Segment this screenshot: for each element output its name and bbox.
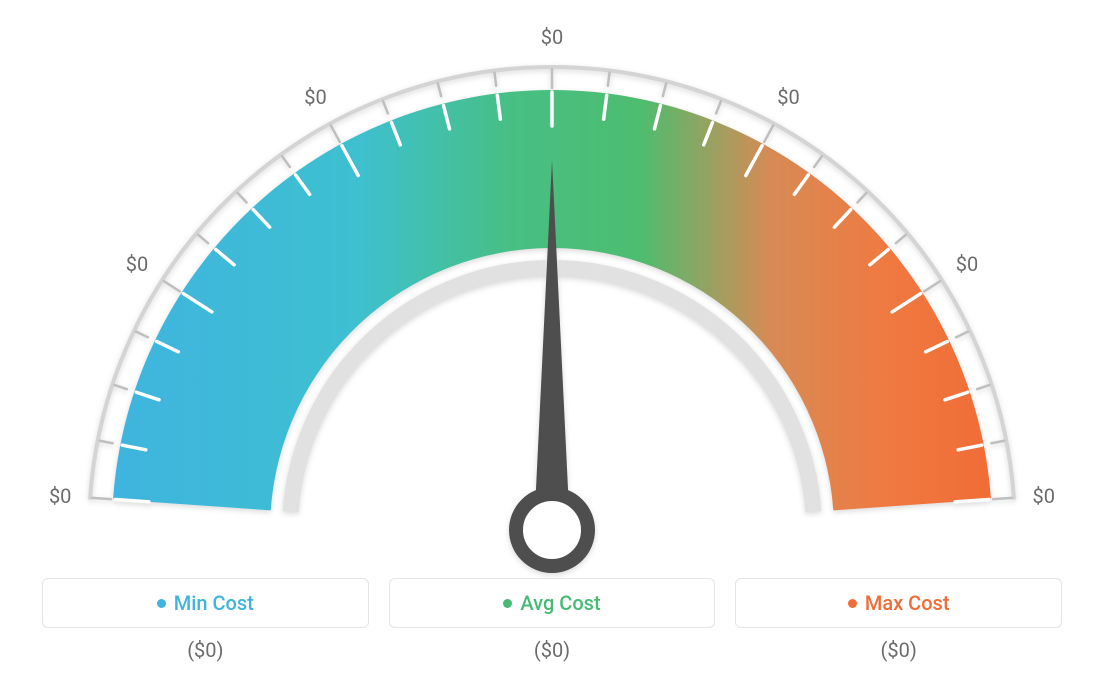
scale-label: $0 [956,252,978,276]
legend-card-min: Min Cost ($0) [42,578,369,662]
legend-chip-min: Min Cost [42,578,369,628]
gauge-chart: $0 $0 $0 $0 $0 $0 $0 [52,20,1052,580]
legend-label-avg: Avg Cost [520,591,600,615]
legend-dot-min [157,599,166,608]
scale-label: $0 [1033,484,1055,508]
legend-chip-avg: Avg Cost [389,578,716,628]
legend-chip-max: Max Cost [735,578,1062,628]
scale-label: $0 [777,85,799,109]
legend-label-max: Max Cost [865,591,950,615]
legend-value-min: ($0) [187,638,223,662]
gauge-svg [52,20,1052,580]
scale-label: $0 [126,252,148,276]
legend-value-max: ($0) [881,638,917,662]
legend-card-max: Max Cost ($0) [735,578,1062,662]
legend-dot-avg [503,599,512,608]
legend-dot-max [848,599,857,608]
legend-label-min: Min Cost [174,591,254,615]
scale-label: $0 [49,484,71,508]
legend-card-avg: Avg Cost ($0) [389,578,716,662]
scale-label: $0 [541,25,563,49]
legend-row: Min Cost ($0) Avg Cost ($0) Max Cost ($0… [42,578,1062,662]
scale-label: $0 [304,85,326,109]
legend-value-avg: ($0) [534,638,570,662]
